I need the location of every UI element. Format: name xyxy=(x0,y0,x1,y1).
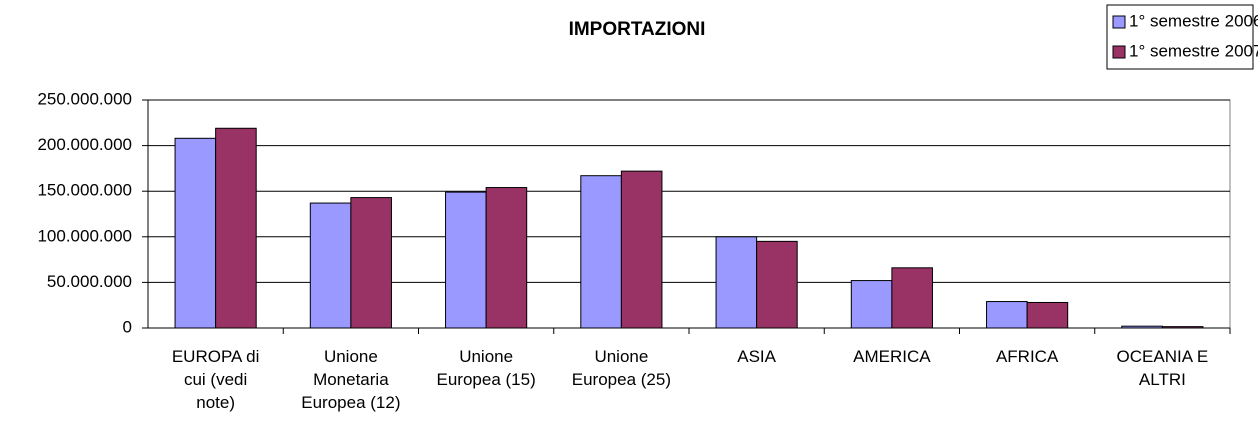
bar xyxy=(1026,301,1069,329)
y-tick-label: 100.000.000 xyxy=(37,226,132,245)
x-tick-label: Unione Europea (25) xyxy=(572,347,671,389)
legend-label: 1° semestre 2006 xyxy=(1129,11,1258,30)
legend-box xyxy=(1106,4,1254,70)
bar xyxy=(215,127,257,329)
bar xyxy=(580,175,622,329)
x-tick-line: Unione xyxy=(459,347,513,366)
bar xyxy=(756,240,798,329)
x-tick-line: Monetaria xyxy=(313,370,389,389)
x-tick-label: OCEANIA E ALTRI xyxy=(1117,347,1209,389)
bar xyxy=(485,187,528,329)
bar xyxy=(174,137,217,329)
bar xyxy=(715,236,758,329)
x-tick-line: ASIA xyxy=(737,347,776,366)
bar xyxy=(309,202,352,329)
x-tick-line: ALTRI xyxy=(1139,370,1186,389)
x-tick-label: AFRICA xyxy=(996,347,1059,366)
y-tick-label: 150.000.000 xyxy=(37,181,132,200)
chart-title: IMPORTAZIONI xyxy=(569,19,706,40)
legend-label: 1° semestre 2007 xyxy=(1129,41,1258,60)
x-tick-line: Unione xyxy=(594,347,648,366)
x-tick-line: Unione xyxy=(324,347,378,366)
x-tick-line: Europea (12) xyxy=(301,393,400,412)
x-tick-label: Unione Europea (15) xyxy=(437,347,536,389)
x-tick-label: EUROPA di cui (vedi note) xyxy=(172,347,260,412)
x-tick-label: AMERICA xyxy=(853,347,931,366)
x-tick-line: AMERICA xyxy=(853,347,931,366)
x-tick-line: cui (vedi xyxy=(184,370,247,389)
y-tick-label: 250.000.000 xyxy=(37,89,132,108)
bar xyxy=(891,267,933,329)
bar xyxy=(986,301,1028,329)
bar xyxy=(850,280,893,329)
legend-swatch xyxy=(1112,45,1126,59)
x-tick-label: Unione Monetaria Europea (12) xyxy=(301,347,400,412)
bar xyxy=(445,191,487,329)
y-tick-label: 50.000.000 xyxy=(47,272,132,291)
x-tick-line: AFRICA xyxy=(996,347,1059,366)
x-tick-line: Europea (15) xyxy=(437,370,536,389)
legend-swatch xyxy=(1112,15,1126,29)
y-tick-label: 0 xyxy=(123,317,132,336)
x-tick-line: Europea (25) xyxy=(572,370,671,389)
bar xyxy=(350,197,392,329)
x-tick-label: ASIA xyxy=(737,347,776,366)
y-tick-label: 200.000.000 xyxy=(37,135,132,154)
bar xyxy=(620,170,663,329)
x-tick-line: note) xyxy=(196,393,235,412)
x-tick-line: EUROPA di xyxy=(172,347,260,366)
x-tick-line: OCEANIA E xyxy=(1117,347,1209,366)
